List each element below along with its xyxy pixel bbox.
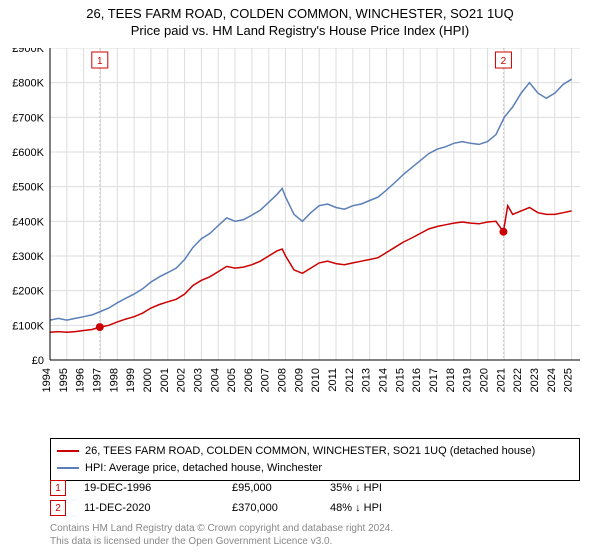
marker-table: 1 19-DEC-1996 £95,000 35% ↓ HPI 2 11-DEC… [50, 478, 580, 518]
svg-text:2014: 2014 [378, 368, 390, 392]
marker-date-2: 11-DEC-2020 [84, 502, 214, 514]
svg-text:2012: 2012 [344, 368, 356, 392]
svg-text:£400K: £400K [12, 216, 44, 228]
svg-text:2007: 2007 [260, 368, 272, 392]
marker-price-1: £95,000 [232, 482, 312, 494]
svg-text:2015: 2015 [394, 368, 406, 392]
svg-text:£0: £0 [32, 355, 44, 367]
svg-text:£700K: £700K [12, 112, 44, 124]
svg-text:2000: 2000 [142, 368, 154, 392]
svg-text:£800K: £800K [12, 78, 44, 90]
svg-text:2011: 2011 [327, 368, 339, 392]
svg-text:1997: 1997 [91, 368, 103, 392]
svg-text:1999: 1999 [125, 368, 137, 392]
svg-text:£100K: £100K [12, 320, 44, 332]
svg-text:2017: 2017 [428, 368, 440, 392]
price-chart: £0£100K£200K£300K£400K£500K£600K£700K£80… [50, 48, 580, 398]
svg-text:£300K: £300K [12, 251, 44, 263]
page-title-subtitle: Price paid vs. HM Land Registry's House … [0, 23, 600, 38]
chart-svg: £0 £100K £200K £300K £400K £500K £600K £700K £80… [4, 48, 580, 398]
marker-row-2: 2 11-DEC-2020 £370,000 48% ↓ HPI [50, 498, 580, 518]
legend-label-property: 26, TEES FARM ROAD, COLDEN COMMON, WINCH… [85, 443, 535, 460]
svg-text:£500K: £500K [12, 182, 44, 194]
marker-row-1: 1 19-DEC-1996 £95,000 35% ↓ HPI [50, 478, 580, 498]
svg-text:2003: 2003 [192, 368, 204, 392]
svg-text:2019: 2019 [462, 368, 474, 392]
legend-item-property: 26, TEES FARM ROAD, COLDEN COMMON, WINCH… [57, 443, 573, 460]
svg-text:£600K: £600K [12, 147, 44, 159]
marker-badge-1: 1 [50, 480, 66, 496]
svg-text:2020: 2020 [478, 368, 490, 392]
svg-text:1998: 1998 [108, 368, 120, 392]
svg-text:2006: 2006 [243, 368, 255, 392]
legend-item-hpi: HPI: Average price, detached house, Winc… [57, 460, 573, 477]
svg-text:2004: 2004 [209, 368, 221, 392]
svg-text:2021: 2021 [495, 368, 507, 392]
svg-text:1995: 1995 [58, 368, 70, 392]
svg-text:2002: 2002 [176, 368, 188, 392]
svg-text:2016: 2016 [411, 368, 423, 392]
page-title-address: 26, TEES FARM ROAD, COLDEN COMMON, WINCH… [0, 6, 600, 21]
svg-text:£900K: £900K [12, 48, 44, 55]
legend-label-hpi: HPI: Average price, detached house, Winc… [85, 460, 322, 477]
marker-badge-2: 2 [50, 500, 66, 516]
legend-swatch-property [57, 450, 79, 452]
marker-date-1: 19-DEC-1996 [84, 482, 214, 494]
svg-text:2025: 2025 [563, 368, 575, 392]
svg-text:2001: 2001 [159, 368, 171, 392]
footer-line1: Contains HM Land Registry data © Crown c… [50, 522, 580, 535]
svg-text:2022: 2022 [512, 368, 524, 392]
svg-text:2008: 2008 [277, 368, 289, 392]
marker-price-2: £370,000 [232, 502, 312, 514]
marker-hpi-2: 48% ↓ HPI [330, 502, 430, 514]
svg-text:1996: 1996 [75, 368, 87, 392]
svg-text:2010: 2010 [310, 368, 322, 392]
legend-swatch-hpi [57, 467, 79, 469]
marker-hpi-1: 35% ↓ HPI [330, 482, 430, 494]
footer-line2: This data is licensed under the Open Gov… [50, 535, 580, 548]
svg-text:2009: 2009 [293, 368, 305, 392]
svg-text:2005: 2005 [226, 368, 238, 392]
svg-text:2023: 2023 [529, 368, 541, 392]
svg-text:£200K: £200K [12, 286, 44, 298]
footer-attribution: Contains HM Land Registry data © Crown c… [50, 522, 580, 548]
svg-text:2: 2 [501, 56, 507, 67]
svg-text:2018: 2018 [445, 368, 457, 392]
svg-text:2024: 2024 [546, 368, 558, 392]
svg-text:1: 1 [97, 56, 103, 67]
svg-text:2013: 2013 [361, 368, 373, 392]
svg-text:1994: 1994 [41, 368, 53, 392]
legend: 26, TEES FARM ROAD, COLDEN COMMON, WINCH… [50, 438, 580, 481]
